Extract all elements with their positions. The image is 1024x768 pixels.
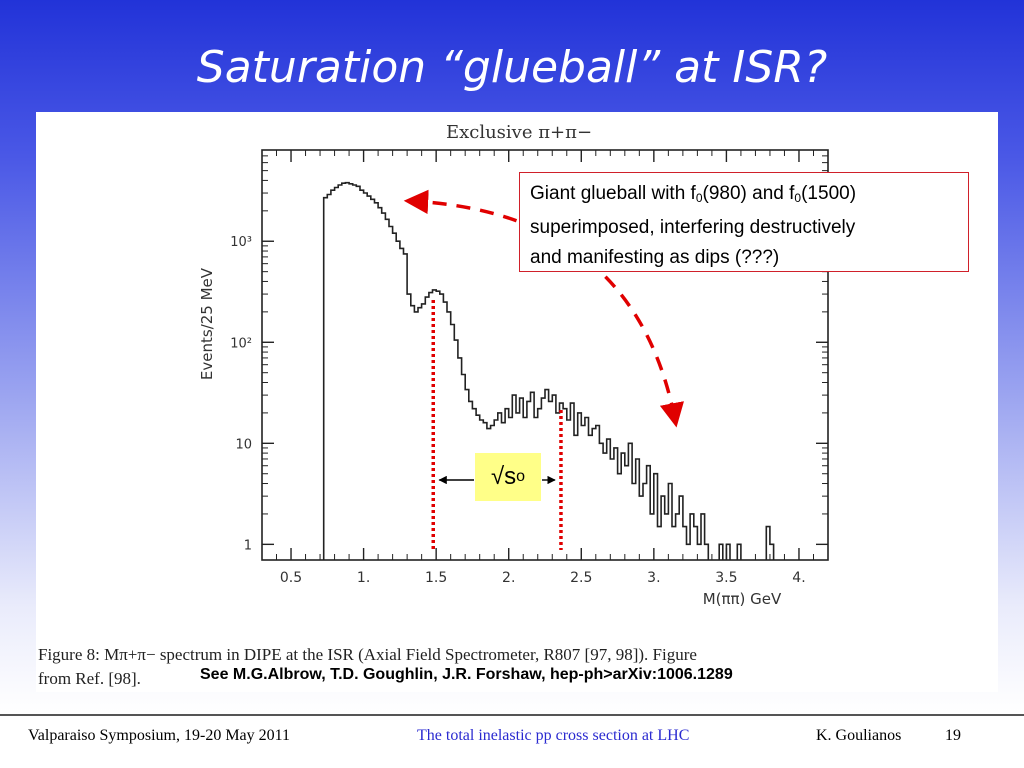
footer-author: K. Goulianos [816, 727, 902, 744]
sqrt-s0-label: √s o [475, 453, 541, 501]
x-tick-label: 3.5 [715, 570, 737, 586]
caption-line-2: from Ref. [98]. [38, 669, 141, 688]
x-tick-label: 3. [647, 570, 660, 586]
x-tick-label: 0.5 [280, 570, 302, 586]
reference-citation: See M.G.Albrow, T.D. Goughlin, J.R. Fors… [200, 666, 733, 683]
x-tick-label: 1.5 [425, 570, 447, 586]
y-axis-ticks: 1 10 10² 10³ [230, 149, 828, 553]
y-tick-label: 10² [230, 336, 252, 351]
caption-line-1: Figure 8: Mπ+π− spectrum in DIPE at the … [38, 645, 697, 664]
glueball-annotation: Giant glueball with f0(980) and f0(1500)… [519, 172, 969, 272]
annotation-line-1: Giant glueball with f0(980) and f0(1500) [530, 183, 857, 205]
plot-frame [261, 149, 829, 561]
x-tick-label: 2.5 [570, 570, 592, 586]
y-axis-label: Events/25 MeV [198, 267, 216, 380]
y-tick-label: 1 [244, 538, 252, 553]
footer-event: Valparaiso Symposium, 19-20 May 2011 [28, 727, 291, 744]
x-tick-label: 1. [357, 570, 370, 586]
chart-title: Exclusive π+π− [446, 122, 592, 143]
y-tick-label: 10 [235, 437, 252, 452]
slide-title: Saturation “glueball” at ISR? [196, 42, 828, 93]
x-tick-label: 2. [502, 570, 515, 586]
footer-page-number: 19 [945, 727, 961, 744]
annotation-line-2: superimposed, interfering destructively [530, 217, 856, 238]
x-axis-label: M(ππ) GeV [703, 590, 782, 608]
y-tick-label: 10³ [230, 235, 252, 250]
footer-talk-title: The total inelastic pp cross section at … [417, 727, 690, 744]
footer-divider [0, 714, 1024, 716]
x-tick-label: 4. [792, 570, 805, 586]
annotation-line-3: and manifesting as dips (???) [530, 247, 780, 268]
